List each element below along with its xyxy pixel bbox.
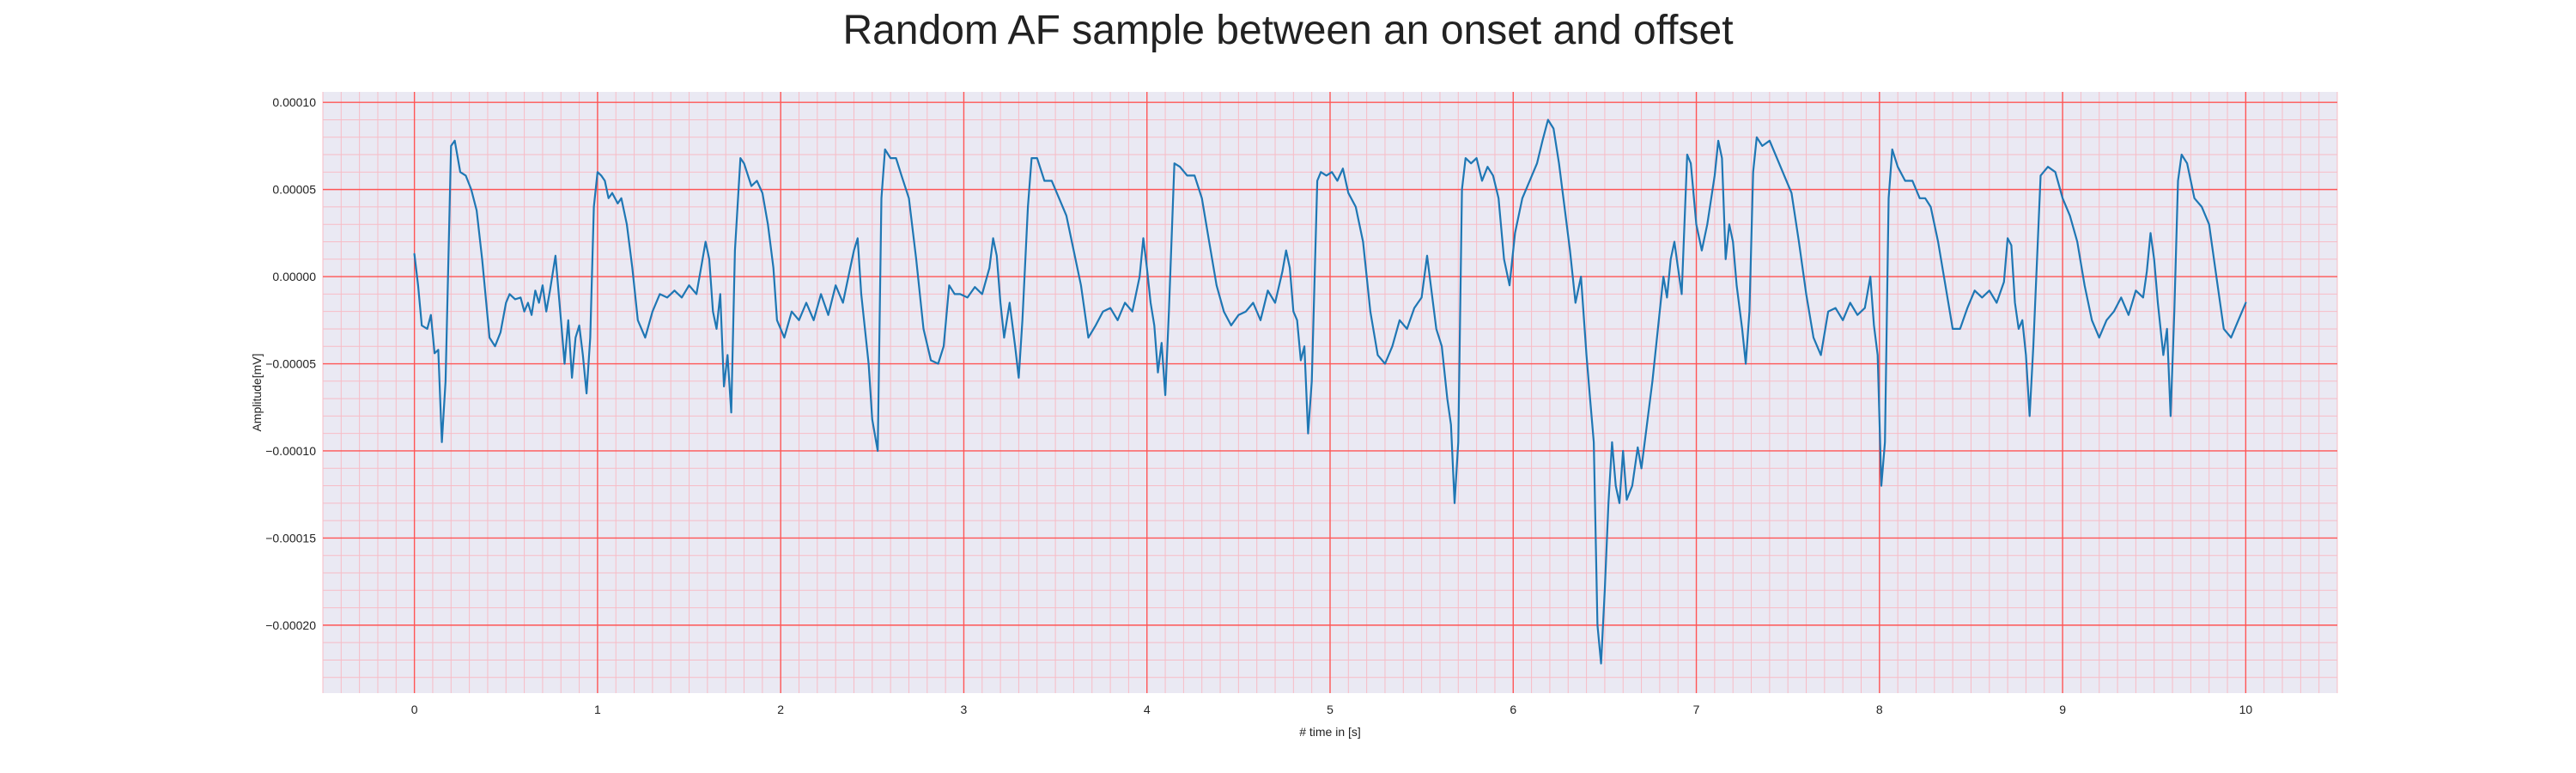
x-tick-label: 6 <box>1510 703 1516 716</box>
x-axis-label: # time in [s] <box>1299 725 1361 739</box>
y-tick-label: −0.00020 <box>265 618 316 632</box>
x-tick-label: 8 <box>1876 703 1883 716</box>
x-tick-label: 0 <box>411 703 418 716</box>
chart-title: Random AF sample between an onset and of… <box>842 8 1734 53</box>
y-tick-label: 0.00010 <box>272 95 316 109</box>
y-axis-label: Amplitude[mV] <box>250 353 264 431</box>
x-tick-label: 10 <box>2239 703 2253 716</box>
x-tick-label: 9 <box>2059 703 2066 716</box>
y-axis-ticks: 0.00010 0.00005 0.00000 −0.00005 −0.00010 −0.… <box>265 95 316 632</box>
x-tick-label: 4 <box>1144 703 1151 716</box>
y-tick-label: −0.00015 <box>265 531 316 545</box>
x-tick-label: 7 <box>1693 703 1700 716</box>
x-axis-ticks: 0 1 2 3 4 5 6 7 8 9 10 <box>411 703 2253 716</box>
x-tick-label: 5 <box>1327 703 1334 716</box>
x-tick-label: 1 <box>594 703 601 716</box>
series-line <box>413 119 2247 665</box>
x-tick-label: 3 <box>961 703 968 716</box>
y-tick-label: −0.00005 <box>265 357 316 371</box>
series-layer <box>413 119 2247 665</box>
x-tick-label: 2 <box>777 703 784 716</box>
major-grid <box>323 92 2337 693</box>
y-tick-label: 0.00000 <box>272 270 316 283</box>
y-tick-label: 0.00005 <box>272 183 316 197</box>
y-tick-label: −0.00010 <box>265 444 316 458</box>
